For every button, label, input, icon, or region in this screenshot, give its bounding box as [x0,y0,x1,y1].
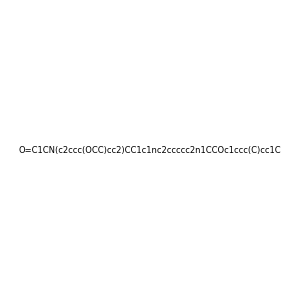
Text: O=C1CN(c2ccc(OCC)cc2)CC1c1nc2ccccc2n1CCOc1ccc(C)cc1C: O=C1CN(c2ccc(OCC)cc2)CC1c1nc2ccccc2n1CCO… [19,146,281,154]
